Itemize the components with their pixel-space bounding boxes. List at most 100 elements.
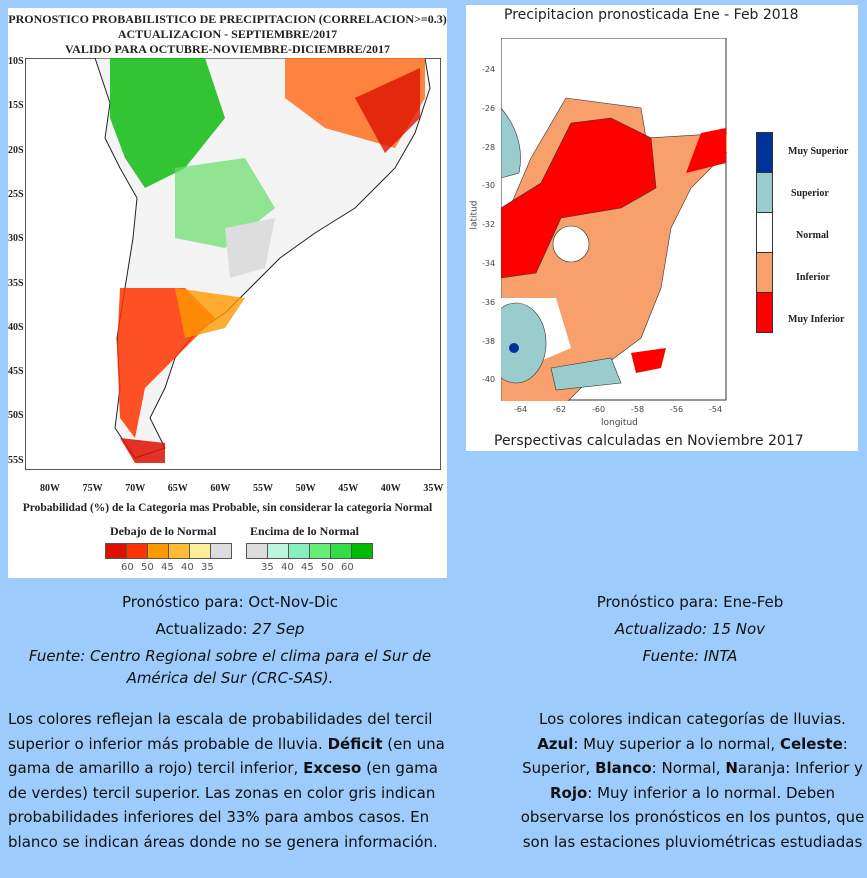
- lat-label: 20S: [8, 144, 24, 156]
- lon-label: 35W: [423, 483, 444, 494]
- lat-tick: -24: [482, 65, 496, 74]
- tick-label: 40: [281, 562, 294, 573]
- lat-label: 35S: [8, 277, 24, 289]
- lat-label: 15S: [8, 100, 24, 112]
- lat-label: 40S: [8, 321, 24, 333]
- lon-tick: -62: [553, 405, 567, 414]
- y-axis-label: latitud: [469, 200, 480, 230]
- text: Los colores reflejan la escala de probab…: [8, 710, 433, 753]
- above-normal-colorbar: [246, 543, 373, 559]
- text: Los colores indican categorías de lluvia…: [539, 710, 846, 728]
- right-map-footer: Perspectivas calculadas en Noviembre 201…: [494, 433, 804, 449]
- lat-label: 45S: [8, 366, 24, 378]
- value: Oct-Nov-Dic: [248, 593, 339, 611]
- tick-label: 45: [161, 562, 174, 573]
- legend-label: Normal: [796, 230, 829, 241]
- lat-tick: -34: [482, 259, 496, 268]
- lon-tick: -58: [631, 405, 645, 414]
- lon-label: 45W: [338, 483, 359, 494]
- left-map-title: PRONOSTICO PROBABILISTICO DE PRECIPITACI…: [8, 12, 447, 57]
- value: 27 Sep: [252, 620, 305, 638]
- legend-label: Muy Superior: [788, 146, 849, 157]
- text: : Superior,: [522, 734, 848, 778]
- text: : Muy inferior a lo normal. Deben observ…: [520, 783, 865, 851]
- color-swatch: [268, 544, 289, 558]
- bold: Exceso: [303, 759, 362, 777]
- legend-swatch: [757, 213, 772, 253]
- lon-tick: -56: [670, 405, 684, 414]
- tick-label: 35: [261, 562, 274, 573]
- tick-label: 60: [341, 562, 354, 573]
- text: aranja: Inferior y: [737, 759, 863, 777]
- left-description: Los colores reflejan la escala de probab…: [8, 707, 458, 854]
- legend-swatch: [757, 293, 772, 332]
- bold: N: [725, 759, 738, 777]
- legend-label: Superior: [791, 188, 829, 199]
- lon-label: 80W: [40, 483, 60, 494]
- color-swatch: [331, 544, 352, 558]
- lon-label: 40W: [380, 483, 401, 494]
- tick-label: 50: [321, 562, 334, 573]
- forecast-period: Pronóstico para: Oct-Nov-Dic: [0, 589, 460, 616]
- right-map-title: Precipitacion pronosticada Ene - Feb 201…: [504, 7, 799, 23]
- tick-label: 50: [141, 562, 154, 573]
- lat-tick: -30: [482, 181, 496, 191]
- argentina-map: [501, 38, 727, 401]
- lon-label: 70W: [125, 483, 146, 494]
- lat-tick: -36: [482, 297, 496, 307]
- updated: Actualizado: 27 Sep: [0, 616, 460, 643]
- title-line: ACTUALIZACION - SEPTIEMBRE/2017: [117, 27, 338, 41]
- lon-tick: -60: [592, 405, 606, 414]
- color-swatch: [310, 544, 331, 558]
- title-line: PRONOSTICO PROBABILISTICO DE PRECIPITACI…: [8, 12, 447, 26]
- lon-label: 65W: [167, 483, 188, 494]
- legend-label: Muy Inferior: [788, 314, 845, 325]
- legend-swatch: [757, 173, 772, 213]
- text: : Normal,: [651, 759, 726, 777]
- lon-label: 50W: [295, 483, 316, 494]
- updated: Actualizado: 15 Nov: [614, 620, 766, 638]
- text: : Muy superior a lo normal,: [573, 734, 780, 753]
- label: Pronóstico para:: [121, 593, 244, 611]
- text: (en gama de verdes) tercil superior. Las…: [8, 759, 438, 851]
- right-forecast-map-panel: Precipitacion pronosticada Ene - Feb 201…: [466, 5, 858, 451]
- color-swatch: [106, 544, 127, 558]
- lon-tick: -54: [709, 405, 723, 414]
- tick-label: 35: [201, 562, 214, 573]
- bold: Blanco: [595, 759, 652, 777]
- right-description: Los colores indican categorías de lluvia…: [520, 707, 865, 854]
- lat-tick: -38: [482, 336, 496, 346]
- forecast-period: Pronóstico para: Ene-Feb: [596, 593, 784, 611]
- lon-label: 75W: [82, 483, 103, 494]
- source: Fuente: INTA: [642, 647, 738, 665]
- lat-tick: -40: [482, 375, 496, 385]
- text: (en una gama de amarillo a rojo) tercil …: [8, 734, 445, 778]
- below-normal-colorbar: [105, 543, 232, 559]
- lat-tick: -32: [482, 220, 496, 230]
- bold: Celeste: [779, 734, 843, 753]
- lat-label: 50S: [8, 410, 24, 422]
- right-forecast-info: Pronóstico para: Ene-Feb Actualizado: 15…: [500, 589, 867, 670]
- title-line: VALIDO PARA OCTUBRE-NOVIEMBRE-DICIEMBRE/…: [65, 42, 390, 56]
- lat-tick: -28: [482, 142, 496, 152]
- lon-tick: -64: [514, 405, 528, 414]
- legend-swatch: [757, 133, 772, 173]
- color-swatch: [127, 544, 148, 558]
- lat-tick: -26: [482, 103, 496, 113]
- muy-inferior-ne: [686, 128, 726, 173]
- color-swatch: [211, 544, 231, 558]
- category-legend: [756, 132, 773, 333]
- below-normal-title: Debajo de lo Normal: [110, 524, 217, 538]
- above-normal-title: Encima de lo Normal: [250, 524, 359, 538]
- color-swatch: [148, 544, 169, 558]
- legend-caption: Probabilidad (%) de la Categoria mas Pro…: [22, 502, 433, 514]
- bold: Rojo: [549, 783, 588, 802]
- x-axis-label: longitud: [601, 418, 638, 428]
- lon-label: 55W: [253, 483, 273, 494]
- muy-inferior-zone: [501, 117, 657, 279]
- lat-label: 55S: [8, 454, 24, 466]
- bold: Déficit: [327, 734, 383, 753]
- lat-label: 25S: [8, 188, 24, 200]
- color-swatch: [169, 544, 190, 558]
- color-swatch: [247, 544, 268, 558]
